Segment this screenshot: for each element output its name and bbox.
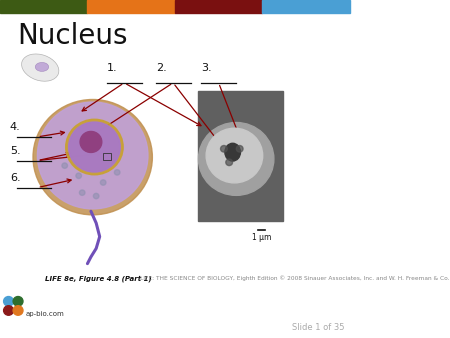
Text: 2.: 2. — [156, 63, 166, 73]
Circle shape — [236, 145, 243, 152]
Text: 6.: 6. — [10, 173, 20, 183]
Circle shape — [206, 128, 263, 183]
Circle shape — [79, 190, 85, 195]
Bar — [103, 153, 111, 160]
Circle shape — [198, 122, 274, 195]
Text: 5.: 5. — [10, 146, 20, 156]
Text: Slide 1 of 35: Slide 1 of 35 — [292, 323, 345, 332]
Circle shape — [220, 145, 227, 152]
Bar — [198, 91, 284, 221]
Circle shape — [100, 180, 106, 185]
Ellipse shape — [35, 63, 49, 71]
Bar — [175, 0, 262, 13]
Text: 1.: 1. — [107, 63, 117, 73]
Circle shape — [94, 193, 99, 199]
Circle shape — [33, 99, 153, 215]
Ellipse shape — [225, 143, 240, 161]
Circle shape — [66, 119, 123, 175]
Circle shape — [226, 159, 233, 166]
Bar — [262, 0, 350, 13]
Text: ap-bio.com: ap-bio.com — [26, 311, 64, 317]
Text: 4.: 4. — [10, 122, 21, 132]
Circle shape — [37, 102, 148, 209]
Bar — [87, 0, 175, 13]
Circle shape — [76, 173, 81, 178]
Text: 3.: 3. — [201, 63, 212, 73]
Circle shape — [4, 296, 13, 306]
Text: Nucleus: Nucleus — [18, 22, 128, 50]
Text: LIFE 8e, Figure 4.8 (Part 1): LIFE 8e, Figure 4.8 (Part 1) — [45, 275, 152, 282]
Circle shape — [13, 296, 23, 306]
Circle shape — [68, 122, 120, 172]
Text: 1 μm: 1 μm — [252, 233, 271, 242]
Text: LIFE: THE SCIENCE OF BIOLOGY, Eighth Edition © 2008 Sinauer Associates, Inc. and: LIFE: THE SCIENCE OF BIOLOGY, Eighth Edi… — [140, 275, 450, 281]
Bar — [0, 0, 87, 13]
Circle shape — [80, 131, 102, 152]
Circle shape — [62, 163, 68, 168]
Circle shape — [13, 306, 23, 315]
Circle shape — [4, 306, 13, 315]
Circle shape — [114, 170, 120, 175]
Ellipse shape — [22, 54, 59, 81]
